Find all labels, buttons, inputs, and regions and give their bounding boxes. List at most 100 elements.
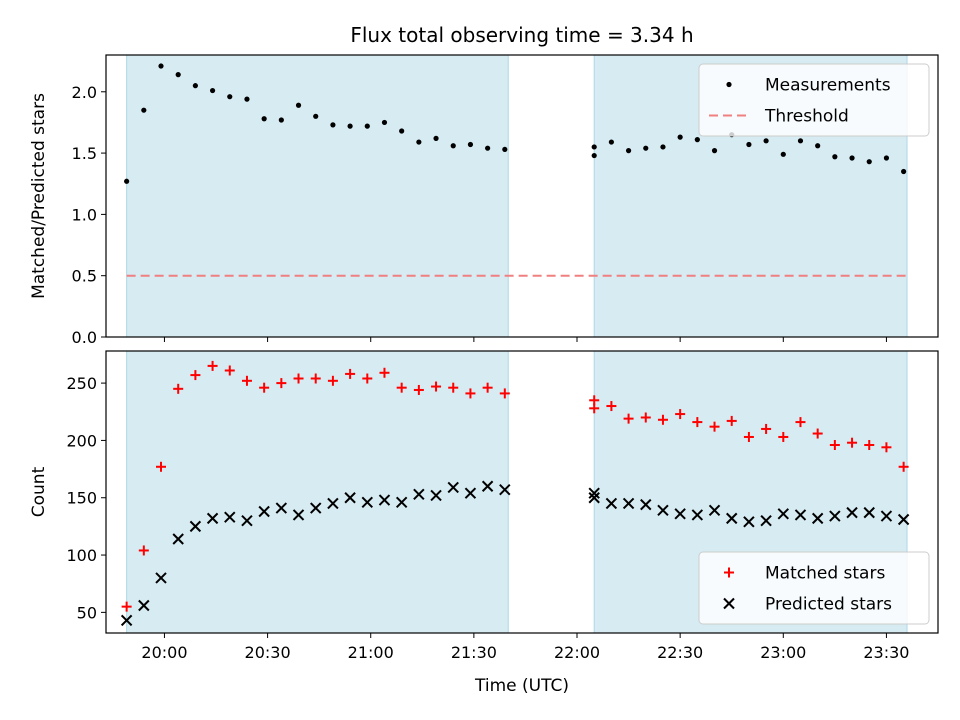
data-point bbox=[847, 437, 858, 448]
data-point bbox=[761, 423, 772, 434]
data-point bbox=[812, 428, 823, 439]
data-point bbox=[447, 481, 459, 494]
y-axis-label: Count bbox=[29, 466, 49, 517]
data-point bbox=[313, 113, 319, 119]
data-point bbox=[124, 178, 130, 184]
data-point bbox=[310, 502, 322, 514]
legend-box bbox=[698, 63, 930, 137]
data-point bbox=[780, 151, 786, 157]
data-point bbox=[224, 511, 236, 523]
data-point bbox=[726, 512, 738, 525]
data-point bbox=[866, 159, 872, 165]
data-point bbox=[901, 168, 907, 175]
x-tick-label: 22:00 bbox=[554, 643, 600, 662]
data-point bbox=[657, 414, 668, 425]
data-point bbox=[378, 494, 391, 506]
data-point bbox=[623, 413, 634, 424]
data-point bbox=[694, 137, 700, 143]
data-point bbox=[448, 382, 459, 393]
legend-box bbox=[698, 551, 930, 625]
data-point bbox=[746, 141, 752, 148]
data-point bbox=[763, 138, 769, 144]
data-point bbox=[175, 72, 181, 78]
data-point bbox=[259, 382, 270, 393]
data-point bbox=[778, 431, 789, 442]
data-point bbox=[310, 373, 321, 384]
data-point bbox=[589, 403, 600, 414]
data-point bbox=[155, 572, 167, 584]
data-point bbox=[815, 143, 821, 149]
data-point bbox=[677, 134, 683, 140]
data-point bbox=[643, 145, 649, 151]
data-point bbox=[482, 382, 493, 393]
data-point bbox=[622, 497, 635, 510]
data-point bbox=[743, 516, 755, 528]
data-point bbox=[863, 506, 875, 519]
data-point bbox=[846, 506, 858, 519]
x-tick-label: 23:00 bbox=[760, 643, 806, 662]
data-point bbox=[849, 155, 855, 161]
data-point bbox=[588, 487, 600, 499]
y-tick-label: 0.0 bbox=[72, 328, 97, 347]
y-tick-label: 1.5 bbox=[72, 144, 97, 163]
ratio-panel: 0.0 0.5 1.0 1.5 2.0 Matched/Predicted stars Me… bbox=[29, 54, 939, 347]
data-point bbox=[362, 373, 373, 384]
data-point bbox=[795, 417, 806, 428]
data-point bbox=[430, 489, 442, 502]
data-point bbox=[743, 431, 754, 442]
legend-marker bbox=[724, 567, 734, 578]
data-point bbox=[675, 409, 686, 420]
data-point bbox=[138, 599, 150, 612]
data-point bbox=[450, 143, 456, 149]
data-point bbox=[327, 375, 338, 386]
data-point bbox=[395, 496, 408, 509]
data-point bbox=[399, 128, 405, 134]
data-point bbox=[364, 123, 370, 129]
data-point bbox=[292, 509, 305, 521]
count-panel: 50 100 150 200 250 20:00 20:30 21:00 21:30 22:00 2… bbox=[29, 350, 939, 662]
data-point bbox=[330, 122, 336, 128]
data-point bbox=[192, 83, 198, 89]
data-point bbox=[467, 141, 474, 148]
data-point bbox=[797, 138, 804, 144]
data-point bbox=[464, 487, 477, 499]
data-point bbox=[794, 509, 807, 521]
data-point bbox=[499, 484, 511, 496]
data-point bbox=[141, 107, 147, 113]
y-tick-label: 200 bbox=[66, 431, 97, 450]
data-point bbox=[481, 480, 494, 492]
x-tick-label: 21:30 bbox=[451, 643, 497, 662]
data-point bbox=[173, 383, 184, 394]
legend-label: Matched stars bbox=[765, 564, 885, 584]
data-point bbox=[811, 512, 824, 525]
x-tick-label: 20:30 bbox=[245, 643, 291, 662]
data-point bbox=[345, 368, 356, 379]
data-point bbox=[691, 509, 704, 521]
y-tick-label: 250 bbox=[66, 374, 97, 393]
data-point bbox=[258, 505, 270, 518]
data-point bbox=[361, 496, 373, 509]
y-tick-label: 0.5 bbox=[72, 267, 97, 286]
x-tick-label: 21:00 bbox=[348, 643, 394, 662]
data-point bbox=[660, 144, 666, 150]
observing-interval-1 bbox=[126, 350, 509, 634]
data-point bbox=[465, 388, 476, 399]
x-tick-label: 20:00 bbox=[141, 643, 187, 662]
y-tick-label: 2.0 bbox=[72, 83, 97, 102]
data-point bbox=[189, 520, 202, 533]
data-point bbox=[261, 116, 267, 122]
data-point bbox=[711, 148, 718, 154]
data-point bbox=[625, 148, 632, 154]
data-point bbox=[207, 360, 218, 371]
data-point bbox=[413, 384, 424, 395]
data-point bbox=[880, 510, 893, 522]
y-tick-label: 100 bbox=[66, 546, 97, 565]
data-point bbox=[657, 504, 669, 517]
data-point bbox=[190, 370, 201, 381]
data-point bbox=[883, 155, 890, 161]
series-matched-stars bbox=[121, 360, 909, 612]
data-point bbox=[897, 513, 910, 526]
data-point bbox=[172, 533, 184, 545]
data-point bbox=[138, 545, 149, 556]
